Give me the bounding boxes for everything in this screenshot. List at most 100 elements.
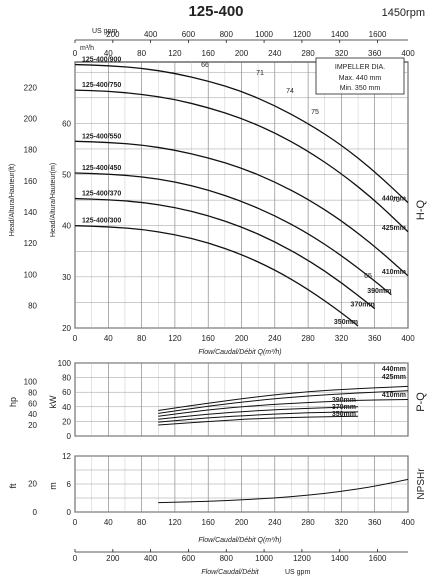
y-tick-label: 20 <box>62 417 71 426</box>
x-tick-label: 280 <box>301 334 315 343</box>
pq-series-label-425mm: 425mm <box>382 374 406 381</box>
x-tick-label: 240 <box>268 334 282 343</box>
chart-title: 125-400 <box>188 3 243 20</box>
npsh-ft-tick: 20 <box>28 480 37 489</box>
x-tick-label-bottom: 320 <box>335 518 349 527</box>
ft-tick-label: 140 <box>24 208 38 217</box>
series-line-425mm <box>158 390 409 414</box>
hq-series-label-370mm: 370mm <box>351 302 375 309</box>
series-line-370mm <box>74 197 376 310</box>
hp-label: hp <box>8 397 18 407</box>
pq-series-label-410mm: 410mm <box>382 392 406 399</box>
model-label: 125-400/750 <box>82 82 121 89</box>
model-label: 125-400/550 <box>82 133 121 140</box>
x-tick-top: 200 <box>235 49 249 58</box>
hq-series-label-390mm: 390mm <box>367 288 391 295</box>
gpm-tick-bottom: 800 <box>220 554 234 563</box>
pq-panel: 02040608010020406080100440mm425mm410mm39… <box>24 359 409 441</box>
gpm-tick-bottom: 1400 <box>331 554 349 563</box>
gpm-tick-top: 1400 <box>331 30 349 39</box>
us-gpm-label-top: US gpm <box>92 28 117 35</box>
kw-label: kW <box>48 395 58 409</box>
gpm-tick-bottom: 0 <box>73 554 78 563</box>
hp-tick-label: 40 <box>28 410 37 419</box>
ft-tick-label: 100 <box>24 270 38 279</box>
us-gpm-unit-bottom: US gpm <box>285 569 310 576</box>
x-tick-label: 40 <box>104 334 113 343</box>
impeller-max: Max. 440 mm <box>339 75 382 82</box>
efficiency-label: 70 <box>392 197 400 204</box>
x-tick-label-bottom: 400 <box>401 518 415 527</box>
series-line-350mm <box>74 225 359 327</box>
x-tick-label-bottom: 360 <box>368 518 382 527</box>
m-label: m <box>48 482 58 490</box>
x-tick-label-bottom: 200 <box>235 518 249 527</box>
y-tick-label: 0 <box>67 508 72 517</box>
x-tick-label-bottom: 80 <box>137 518 146 527</box>
hp-tick-label: 80 <box>28 388 37 397</box>
y-tick-label: 40 <box>62 403 71 412</box>
gpm-tick-bottom: 1200 <box>293 554 311 563</box>
x-tick-label: 360 <box>368 334 382 343</box>
y-tick-label: 50 <box>62 171 71 180</box>
y-tick-label: 100 <box>58 359 72 368</box>
x-tick-top: 360 <box>368 49 382 58</box>
hp-tick-label: 60 <box>28 399 37 408</box>
efficiency-label: 65 <box>364 273 372 280</box>
ft-tick-label: 180 <box>24 146 38 155</box>
impeller-box-title: IMPELLER DIA. <box>335 64 385 71</box>
x-tick-label-bottom: 160 <box>202 518 216 527</box>
x-tick-label: 160 <box>202 334 216 343</box>
gpm-tick-top: 1000 <box>255 30 273 39</box>
x-tick-label: 0 <box>73 334 78 343</box>
speed-label: 1450rpm <box>382 7 425 19</box>
npsh-ft-tick: 0 <box>33 508 38 517</box>
efficiency-label: 75 <box>311 109 319 116</box>
x-tick-label: 400 <box>401 334 415 343</box>
pq-series-label-390mm: 390mm <box>332 397 356 404</box>
y-tick-label: 30 <box>62 273 71 282</box>
x-tick-top: 400 <box>401 49 415 58</box>
gpm-tick-top: 600 <box>182 30 196 39</box>
hp-tick-label: 20 <box>28 421 37 430</box>
y-tick-label: 6 <box>67 480 72 489</box>
x-tick-top: 0 <box>73 49 78 58</box>
head-ft-label: Head/Altura/Hauteur(ft) <box>9 164 16 236</box>
series-line-390mm <box>158 406 359 420</box>
x-tick-label: 320 <box>335 334 349 343</box>
y-tick-label: 40 <box>62 222 71 231</box>
ft-tick-label: 200 <box>24 114 38 123</box>
ft-tick-label: 120 <box>24 239 38 248</box>
ft-tick-label: 220 <box>24 83 38 92</box>
x-tick-label: 80 <box>137 334 146 343</box>
efficiency-label: 74 <box>286 88 294 95</box>
m3h-label-top: m³/h <box>80 45 94 52</box>
y-tick-label: 60 <box>62 119 71 128</box>
pq-label: P-Q <box>415 392 427 412</box>
hp-tick-label: 100 <box>24 378 38 387</box>
series-line-410mm <box>74 140 409 277</box>
x-tick-top: 320 <box>335 49 349 58</box>
hq-label: H-Q <box>415 199 427 220</box>
pq-series-label-440mm: 440mm <box>382 366 406 373</box>
x-tick-top: 40 <box>104 49 113 58</box>
series-line-NPSHr <box>158 478 409 504</box>
x-tick-label-bottom: 280 <box>301 518 315 527</box>
hq-series-label-440mm: 440mm <box>382 196 406 203</box>
series-line-440mm <box>74 63 409 204</box>
series-line-440mm <box>158 385 409 411</box>
y-tick-label: 0 <box>67 432 72 441</box>
flow-axis-label: Flow/Caudal/Débit Q(m³/h) <box>198 349 281 356</box>
model-label: 125-400/300 <box>82 218 121 225</box>
us-gpm-label-bottom: Flow/Caudal/Débit <box>201 569 259 576</box>
gpm-tick-top: 400 <box>144 30 158 39</box>
impeller-box: IMPELLER DIA. Max. 440 mm Min. 350 mm <box>315 57 405 95</box>
gpm-tick-top: 1200 <box>293 30 311 39</box>
gpm-tick-bottom: 400 <box>144 554 158 563</box>
x-tick-label-bottom: 120 <box>168 518 182 527</box>
hq-series-label-410mm: 410mm <box>382 269 406 276</box>
ft-label: ft <box>8 483 18 489</box>
